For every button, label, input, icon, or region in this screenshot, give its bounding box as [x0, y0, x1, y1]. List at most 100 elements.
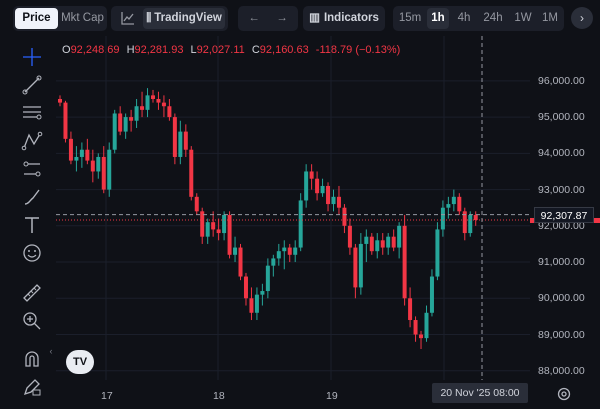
candle-body — [353, 247, 358, 288]
timeframe-4h[interactable]: 4h — [457, 12, 471, 24]
candle-body — [140, 106, 145, 110]
candle-body — [440, 207, 445, 230]
indicators-icon: ▥ — [309, 12, 320, 24]
price-mktcap-toggle: Price Mkt Cap — [13, 6, 107, 31]
candle-body — [276, 251, 281, 259]
indicators-group: ▥ Indicators — [303, 6, 385, 31]
candle-body — [282, 247, 287, 252]
chevron-left-icon: ‹ — [49, 346, 53, 356]
fib-retracement-icon — [23, 106, 42, 120]
low-value: 92,027.11 — [196, 44, 245, 56]
price-chart[interactable] — [0, 36, 530, 380]
price-tab[interactable]: Price — [15, 8, 58, 29]
candle-body — [304, 171, 309, 201]
timeframe-15m[interactable]: 15m — [398, 12, 422, 24]
candle-body — [101, 156, 106, 190]
candle-body — [320, 185, 325, 194]
candle-body — [211, 222, 216, 230]
candle-body — [408, 298, 413, 321]
time-tick-label: 19 — [326, 390, 338, 402]
timeframe-1w[interactable]: 1W — [514, 12, 532, 24]
candles-icon: ⫼ — [146, 12, 152, 24]
tradingview-button[interactable]: ⫼ TradingView — [143, 8, 225, 29]
candle-body — [457, 196, 462, 212]
candle-body — [429, 276, 434, 313]
tradingview-logo[interactable]: TV — [66, 350, 94, 374]
open-value: 92,248.69 — [70, 44, 120, 56]
fib-tool[interactable] — [21, 102, 43, 124]
candle-body — [265, 265, 270, 292]
price-tick-label: 95,000.00 — [538, 111, 585, 124]
low-key: L — [190, 44, 197, 56]
candle-body — [342, 207, 347, 226]
candle-body — [451, 196, 456, 205]
top-toolbar: Price Mkt Cap ⫼ TradingView ← → ▥ Indicato… — [0, 0, 600, 36]
emoji-tool[interactable] — [21, 242, 43, 264]
price-tick-label: 91,000.00 — [538, 256, 585, 269]
candle-body — [194, 196, 199, 212]
chevron-right-button[interactable]: › — [571, 7, 593, 29]
text-icon — [25, 217, 39, 233]
projection-icon — [23, 161, 41, 177]
pattern-tool[interactable] — [21, 130, 43, 152]
indicators-button[interactable]: ▥ Indicators — [303, 6, 385, 31]
trendline-tool[interactable] — [21, 74, 43, 96]
candle-body — [249, 298, 254, 313]
candle-body — [473, 214, 478, 221]
text-tool[interactable] — [21, 214, 43, 236]
mktcap-tab[interactable]: Mkt Cap — [61, 12, 104, 24]
candle-body — [145, 95, 150, 110]
magnet-tool[interactable] — [21, 348, 43, 370]
price-scale[interactable]: 96,000.00 95,000.00 94,000.00 93,000.00 92,0… — [530, 36, 600, 380]
candle-body — [309, 171, 314, 179]
candle-body — [254, 294, 259, 313]
timeframe-1m[interactable]: 1M — [542, 12, 558, 24]
candle-body — [156, 98, 161, 103]
redo-button[interactable]: → — [269, 6, 295, 31]
candle-body — [397, 225, 402, 248]
candle-body — [315, 178, 320, 194]
timeframe-24h[interactable]: 24h — [483, 12, 503, 24]
tradingview-label: TradingView — [154, 12, 222, 24]
measure-tool[interactable] — [21, 282, 43, 304]
candle-body — [413, 320, 418, 335]
line-chart-button[interactable] — [115, 6, 141, 31]
timeframe-1h[interactable]: 1h — [427, 8, 449, 29]
price-tick-label: 88,000.00 — [538, 364, 585, 377]
high-value: 92,281.93 — [134, 44, 184, 56]
candle-body — [402, 225, 407, 299]
candle-body — [293, 247, 298, 255]
change-value: -118.79 (−0.13%) — [315, 44, 401, 56]
candle-body — [364, 236, 369, 244]
candle-body — [331, 196, 336, 205]
time-axis[interactable]: 20 Nov '25 08:00 17 18 19 — [0, 380, 600, 409]
candle-body — [222, 214, 227, 234]
candle-body — [233, 247, 238, 255]
projection-tool[interactable] — [21, 158, 43, 180]
candle-body — [386, 236, 391, 248]
indicators-label: Indicators — [323, 12, 379, 24]
lock-drawings-tool[interactable] — [21, 376, 43, 398]
candle-body — [271, 258, 276, 266]
candle-body — [380, 240, 385, 248]
undo-button[interactable]: ← — [241, 6, 267, 31]
candle-body — [446, 204, 451, 208]
candle-body — [336, 196, 341, 208]
price-tick-label: 89,000.00 — [538, 328, 585, 341]
pencil-lock-icon — [23, 379, 41, 396]
brush-tool[interactable] — [21, 186, 43, 208]
candle-body — [123, 117, 128, 132]
candle-body — [167, 106, 172, 118]
crosshair-tool[interactable] — [21, 46, 43, 68]
open-key: O — [62, 44, 71, 56]
timeframe-group: 15m 1h 4h 24h 1W 1M — [393, 6, 564, 31]
zoom-tool[interactable] — [21, 310, 43, 332]
candle-body — [462, 211, 467, 234]
candle-body — [74, 156, 79, 161]
candle-body — [347, 225, 352, 248]
price-tick-label: 94,000.00 — [538, 147, 585, 160]
settings-icon[interactable] — [556, 386, 572, 402]
close-key: C — [251, 44, 260, 56]
candle-body — [178, 131, 183, 157]
collapse-toolbar-button[interactable]: ‹ — [46, 342, 56, 360]
